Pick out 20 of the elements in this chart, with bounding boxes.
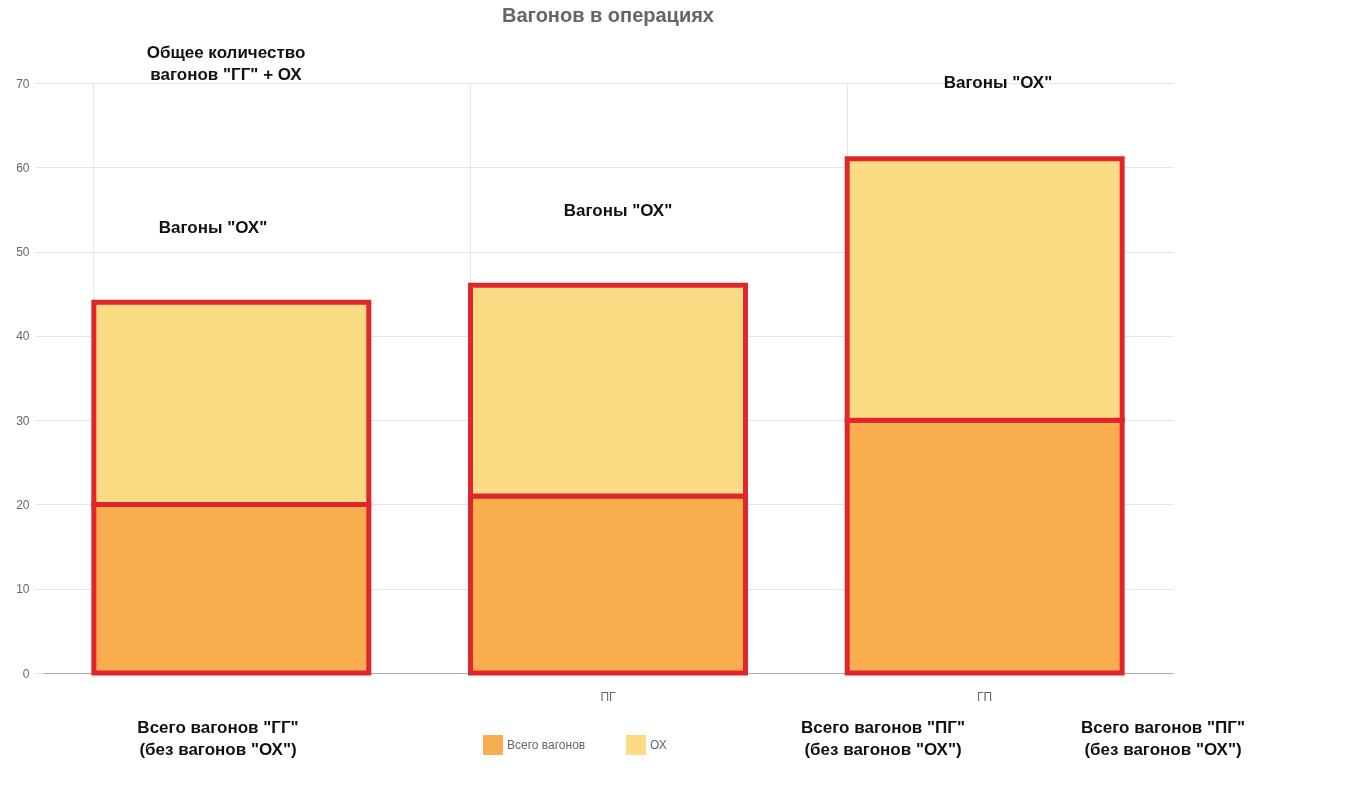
- y-tick-label: 60: [16, 160, 30, 175]
- annotation: Вагоны "ОХ": [158, 218, 268, 237]
- y-tick-label: 20: [16, 497, 30, 512]
- legend-label: Всего вагонов: [507, 738, 586, 752]
- text: Всего вагонов "ПГ" (без вагонов "ОХ"): [1081, 718, 1245, 759]
- x-tick-label: ПГ: [600, 689, 617, 704]
- text: Всего вагонов "ПГ" (без вагонов "ОХ"): [801, 718, 965, 759]
- y-tick-label: 10: [16, 582, 30, 597]
- annotation: Вагоны "ОХ": [943, 73, 1053, 92]
- y-tick-label: 70: [16, 76, 30, 91]
- x-tick-label: ГП: [977, 689, 993, 704]
- chart-title: Вагонов в операциях: [502, 4, 714, 26]
- y-tick-label: 50: [16, 245, 30, 260]
- y-tick-label: 0: [22, 666, 30, 681]
- annotation: Общее количество вагонов "ГГ" + ОХ: [146, 43, 306, 84]
- y-tick-label: 40: [16, 329, 30, 344]
- annotation: Вагоны "ОХ": [563, 201, 673, 220]
- y-tick-label: 30: [16, 413, 30, 428]
- text: Всего вагонов "ГГ" (без вагонов "ОХ"): [137, 718, 299, 759]
- legend-label: ОХ: [650, 738, 667, 752]
